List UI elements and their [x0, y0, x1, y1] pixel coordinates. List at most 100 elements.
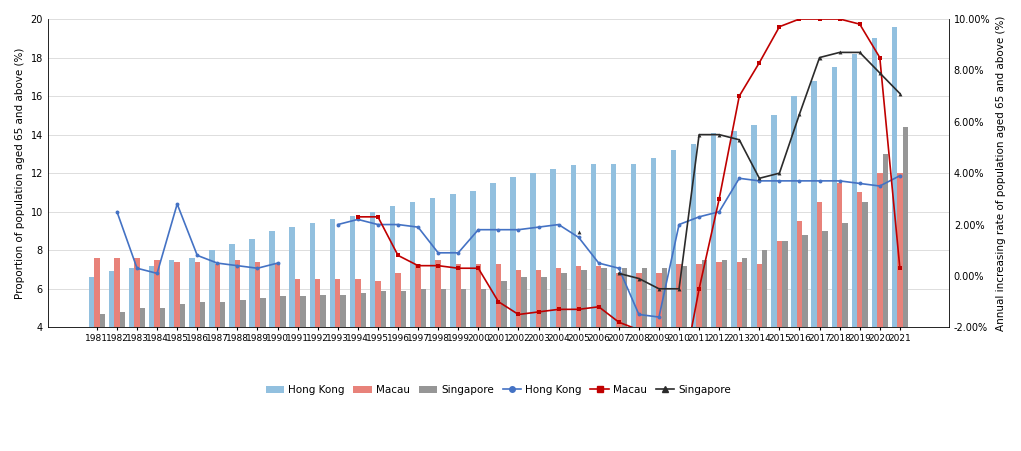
Bar	[230, 244, 235, 405]
Bar	[109, 272, 114, 405]
Bar	[330, 220, 335, 405]
Bar	[891, 27, 897, 405]
Bar	[240, 300, 245, 405]
Bar	[470, 190, 476, 405]
Bar	[701, 260, 708, 405]
Bar	[460, 289, 467, 405]
Bar	[149, 266, 154, 405]
Bar	[129, 267, 135, 405]
Bar	[676, 264, 682, 405]
Bar	[541, 277, 546, 405]
Bar	[321, 295, 326, 405]
Bar	[682, 266, 687, 405]
Bar	[175, 262, 180, 405]
Bar	[581, 270, 587, 405]
Bar	[803, 235, 808, 405]
Bar	[897, 173, 903, 405]
Bar	[863, 202, 868, 405]
Bar	[476, 264, 481, 405]
Bar	[872, 38, 877, 405]
Bar	[441, 289, 446, 405]
Bar	[260, 299, 265, 405]
Bar	[435, 260, 441, 405]
Bar	[501, 281, 506, 405]
Bar	[662, 267, 667, 405]
Bar	[495, 264, 501, 405]
Bar	[717, 262, 722, 405]
Bar	[340, 295, 346, 405]
Y-axis label: Annual increasing rate of population aged 65 and above (%): Annual increasing rate of population age…	[996, 15, 1006, 331]
Bar	[742, 258, 747, 405]
Bar	[762, 250, 768, 405]
Bar	[852, 54, 857, 405]
Bar	[450, 194, 455, 405]
Bar	[300, 296, 305, 405]
Bar	[521, 277, 527, 405]
Bar	[611, 164, 616, 405]
Bar	[360, 293, 366, 405]
Bar	[571, 166, 576, 405]
Bar	[290, 227, 295, 405]
Bar	[195, 262, 200, 405]
Bar	[350, 216, 355, 405]
Bar	[877, 173, 882, 405]
Bar	[160, 308, 165, 405]
Bar	[782, 241, 787, 405]
Bar	[771, 115, 777, 405]
Bar	[376, 281, 381, 405]
Bar	[550, 169, 555, 405]
Bar	[576, 266, 581, 405]
Bar	[221, 302, 226, 405]
Bar	[140, 308, 145, 405]
Bar	[650, 158, 657, 405]
Bar	[555, 267, 562, 405]
Y-axis label: Proportion of population aged 65 and above (%): Proportion of population aged 65 and abo…	[15, 47, 25, 299]
Bar	[200, 302, 205, 405]
Bar	[119, 312, 126, 405]
Bar	[255, 262, 260, 405]
Bar	[309, 223, 315, 405]
Bar	[410, 202, 416, 405]
Bar	[180, 304, 186, 405]
Bar	[903, 127, 908, 405]
Bar	[135, 258, 140, 405]
Bar	[822, 231, 828, 405]
Bar	[711, 133, 717, 405]
Bar	[796, 221, 803, 405]
Bar	[209, 250, 214, 405]
Bar	[530, 173, 536, 405]
Bar	[154, 260, 160, 405]
Bar	[100, 314, 105, 405]
Bar	[631, 164, 636, 405]
Bar	[536, 270, 541, 405]
Bar	[169, 260, 175, 405]
Legend: Hong Kong, Macau, Singapore, Hong Kong, Macau, Singapore: Hong Kong, Macau, Singapore, Hong Kong, …	[261, 381, 735, 399]
Bar	[590, 164, 596, 405]
Bar	[281, 296, 286, 405]
Bar	[355, 279, 360, 405]
Bar	[94, 258, 100, 405]
Bar	[395, 273, 400, 405]
Bar	[831, 67, 837, 405]
Bar	[390, 206, 395, 405]
Bar	[691, 144, 696, 405]
Bar	[400, 291, 406, 405]
Bar	[722, 260, 727, 405]
Bar	[89, 277, 94, 405]
Bar	[882, 154, 888, 405]
Bar	[275, 264, 281, 405]
Bar	[622, 267, 627, 405]
Bar	[736, 262, 742, 405]
Bar	[837, 183, 842, 405]
Bar	[516, 270, 521, 405]
Bar	[696, 264, 701, 405]
Bar	[295, 279, 300, 405]
Bar	[757, 264, 762, 405]
Bar	[235, 260, 240, 405]
Bar	[616, 273, 622, 405]
Bar	[335, 279, 340, 405]
Bar	[315, 279, 321, 405]
Bar	[636, 273, 641, 405]
Bar	[249, 239, 255, 405]
Bar	[812, 81, 817, 405]
